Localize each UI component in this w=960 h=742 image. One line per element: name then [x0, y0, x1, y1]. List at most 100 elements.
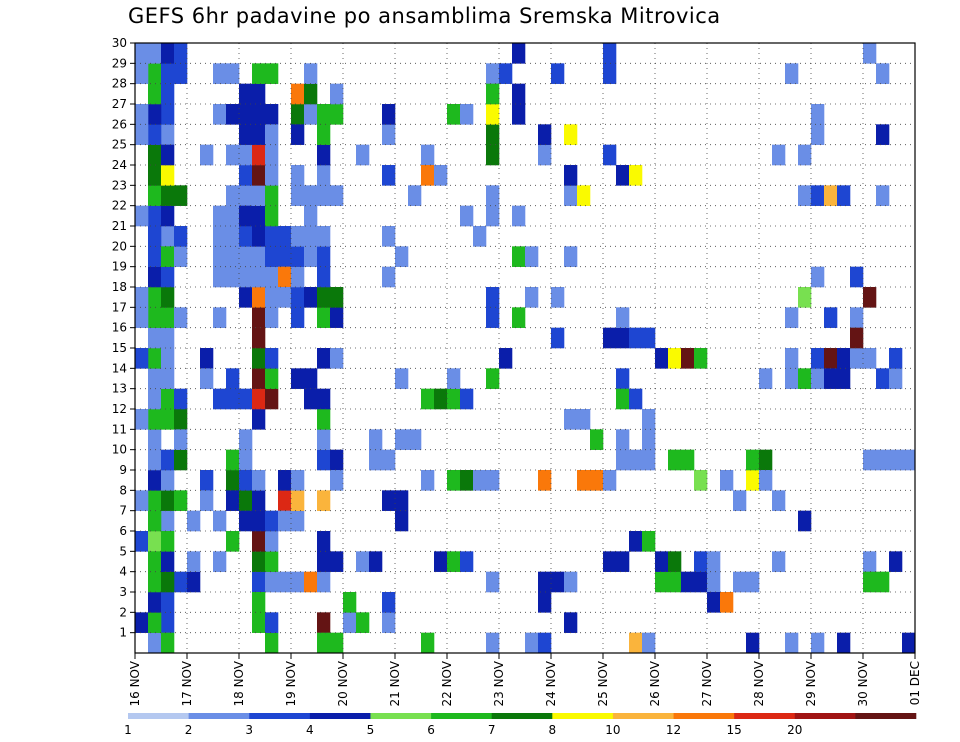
heatmap-cell [772, 144, 786, 166]
heatmap-cell [135, 43, 149, 64]
heatmap-cell [278, 490, 292, 511]
heatmap-cell [486, 287, 500, 308]
heatmap-cell [616, 307, 630, 328]
heatmap-cell [265, 307, 279, 328]
heatmap-cell [330, 449, 344, 471]
heatmap-cell [824, 185, 838, 206]
heatmap-cell [317, 429, 331, 450]
colorbar: 1 2 3 4 5 6 7 8 10 12 15 20 [124, 713, 917, 737]
heatmap-cell [304, 104, 318, 125]
heatmap-cell [148, 470, 162, 491]
heatmap-cell [265, 287, 279, 308]
heatmap-cell [837, 185, 851, 206]
heatmap-cell [135, 612, 149, 633]
heatmap-cell [616, 388, 630, 410]
y-tick-label: 12 [112, 402, 127, 416]
heatmap-cell [694, 551, 708, 572]
heatmap-cell [798, 287, 812, 308]
heatmap-cell [330, 470, 344, 491]
cells-layer [135, 43, 916, 654]
heatmap-cell [213, 104, 227, 125]
heatmap-cell [200, 470, 214, 491]
x-tick-label: 25 NOV [596, 660, 610, 706]
heatmap-cell [811, 185, 825, 206]
heatmap-cell [460, 470, 474, 491]
heatmap-cell [408, 429, 422, 450]
heatmap-cell [278, 246, 292, 267]
heatmap-cell [447, 388, 461, 410]
heatmap-cell [174, 409, 188, 430]
heatmap-cell [148, 531, 162, 552]
heatmap-cell [434, 165, 448, 186]
heatmap-cell [538, 592, 552, 613]
heatmap-cell [837, 348, 851, 369]
heatmap-cell [213, 551, 227, 572]
heatmap-cell [161, 327, 175, 349]
heatmap-cell [161, 287, 175, 308]
heatmap-cell [135, 287, 149, 308]
heatmap-cell [135, 205, 149, 227]
heatmap-cell [148, 287, 162, 308]
heatmap-cell [629, 531, 643, 552]
heatmap-cell [226, 449, 240, 471]
heatmap-cell [317, 551, 331, 572]
heatmap-cell [681, 348, 695, 369]
heatmap-cell [291, 510, 305, 532]
heatmap-cell [239, 205, 253, 227]
heatmap-cell [694, 571, 708, 593]
heatmap-cell [317, 246, 331, 267]
heatmap-cell [317, 185, 331, 206]
heatmap-cell [486, 63, 500, 84]
colorbar-tick-label: 10 [605, 723, 620, 737]
heatmap-cell [863, 571, 877, 593]
heatmap-cell [486, 470, 500, 491]
heatmap-cell [863, 449, 877, 471]
heatmap-cell [226, 531, 240, 552]
heatmap-cell [460, 104, 474, 125]
heatmap-cell [239, 388, 253, 410]
heatmap-cell [694, 470, 708, 491]
heatmap-cell [265, 266, 279, 288]
heatmap-cell [590, 429, 604, 450]
y-tick-label: 11 [112, 422, 127, 436]
heatmap-cell [135, 124, 149, 145]
heatmap-cell [720, 470, 734, 491]
heatmap-cell [239, 470, 253, 491]
heatmap-cell [148, 124, 162, 145]
heatmap-cell [239, 490, 253, 511]
heatmap-cell [174, 449, 188, 471]
heatmap-cell [265, 348, 279, 369]
heatmap-cell [265, 632, 279, 654]
heatmap-cell [252, 409, 266, 430]
heatmap-cell [317, 632, 331, 654]
heatmap-cell [382, 165, 396, 186]
heatmap-cell [655, 551, 669, 572]
heatmap-cell [161, 612, 175, 633]
heatmap-cell [135, 348, 149, 369]
heatmap-cell [642, 632, 656, 654]
heatmap-cell [564, 124, 578, 145]
heatmap-cell [356, 612, 370, 633]
heatmap-cell [161, 124, 175, 145]
heatmap-cell [382, 612, 396, 633]
heatmap-cell [304, 287, 318, 308]
heatmap-cell [226, 205, 240, 227]
heatmap-cell [538, 144, 552, 166]
heatmap-cell [525, 632, 539, 654]
heatmap-cell [148, 409, 162, 430]
heatmap-cell [876, 124, 890, 145]
x-tick-label: 22 NOV [440, 660, 454, 706]
heatmap-cell [863, 551, 877, 572]
heatmap-cell [148, 185, 162, 206]
heatmap-cell [486, 104, 500, 125]
heatmap-cell [278, 287, 292, 308]
x-tick-label: 20 NOV [336, 660, 350, 706]
heatmap-cell [213, 510, 227, 532]
heatmap-cell [265, 368, 279, 389]
heatmap-cell [382, 266, 396, 288]
heatmap-cell [161, 144, 175, 166]
heatmap-cell [798, 510, 812, 532]
heatmap-cell [356, 551, 370, 572]
heatmap-cell [629, 632, 643, 654]
heatmap-cell [655, 571, 669, 593]
